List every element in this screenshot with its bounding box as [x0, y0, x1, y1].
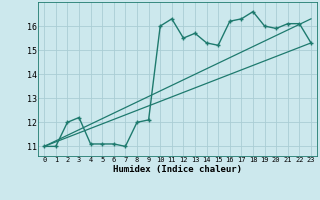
X-axis label: Humidex (Indice chaleur): Humidex (Indice chaleur): [113, 165, 242, 174]
